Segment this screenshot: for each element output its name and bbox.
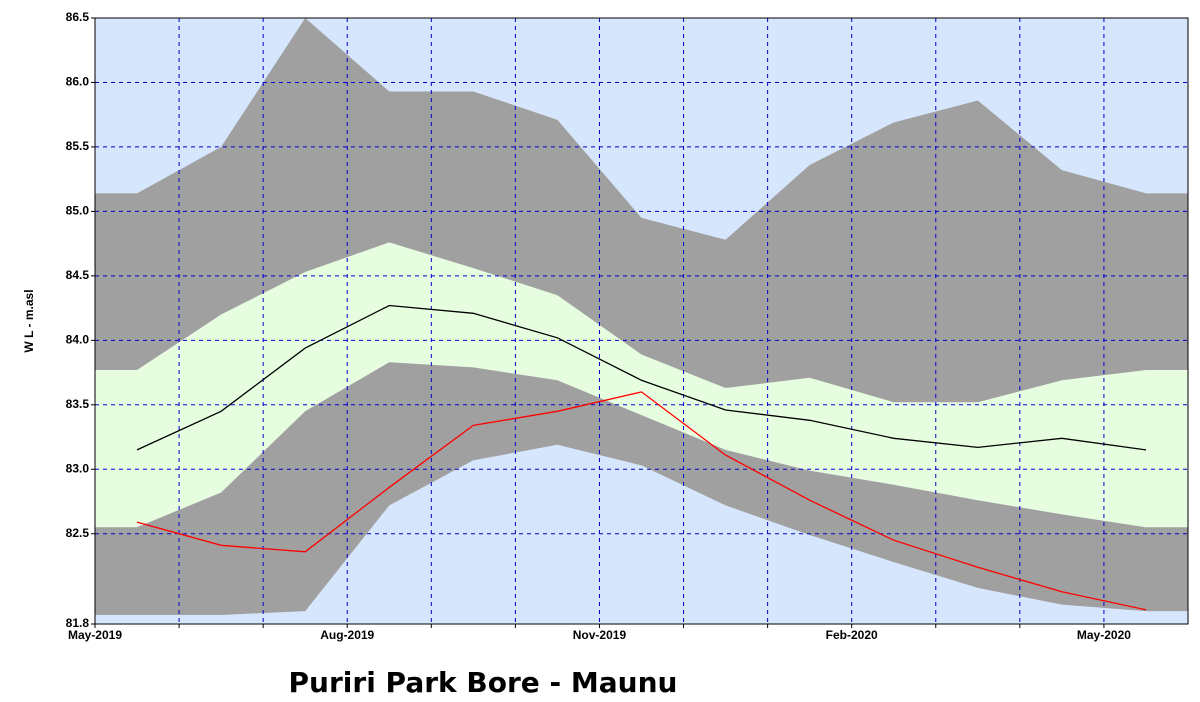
y-tick-label: 86.5 (66, 10, 90, 24)
y-tick-label: 83.0 (66, 461, 90, 475)
x-tick-label: May-2019 (68, 628, 122, 642)
y-tick-label: 83.5 (66, 397, 90, 411)
y-tick-label: 84.0 (66, 333, 90, 347)
x-tick-label: May-2020 (1077, 628, 1131, 642)
band (95, 242, 1188, 528)
lines (136, 304, 1147, 611)
y-tick-label: 86.0 (66, 75, 90, 89)
y-axis-label: W L - m.asl (22, 289, 36, 352)
plot-frame (94, 17, 1189, 625)
y-tick-label: 81.8 (66, 616, 90, 630)
axes: 81.8 82.5 83.0 83.5 84.0 84.5 85.0 85.5 86.0 86.5… (66, 10, 1189, 642)
y-tick-label: 84.5 (66, 268, 90, 282)
y-tick-label: 85.0 (66, 204, 90, 218)
y-tick-label: 85.5 (66, 139, 90, 153)
grid (95, 18, 1188, 624)
line (136, 391, 1147, 611)
x-tick-label: Feb-2020 (826, 628, 878, 642)
line (136, 304, 1147, 451)
x-tick-label: Aug-2019 (320, 628, 374, 642)
x-tick-label: Nov-2019 (573, 628, 627, 642)
bands (95, 18, 1188, 615)
chart-title: Puriri Park Bore - Maunu (289, 666, 678, 699)
y-tick-label: 82.5 (66, 526, 90, 540)
